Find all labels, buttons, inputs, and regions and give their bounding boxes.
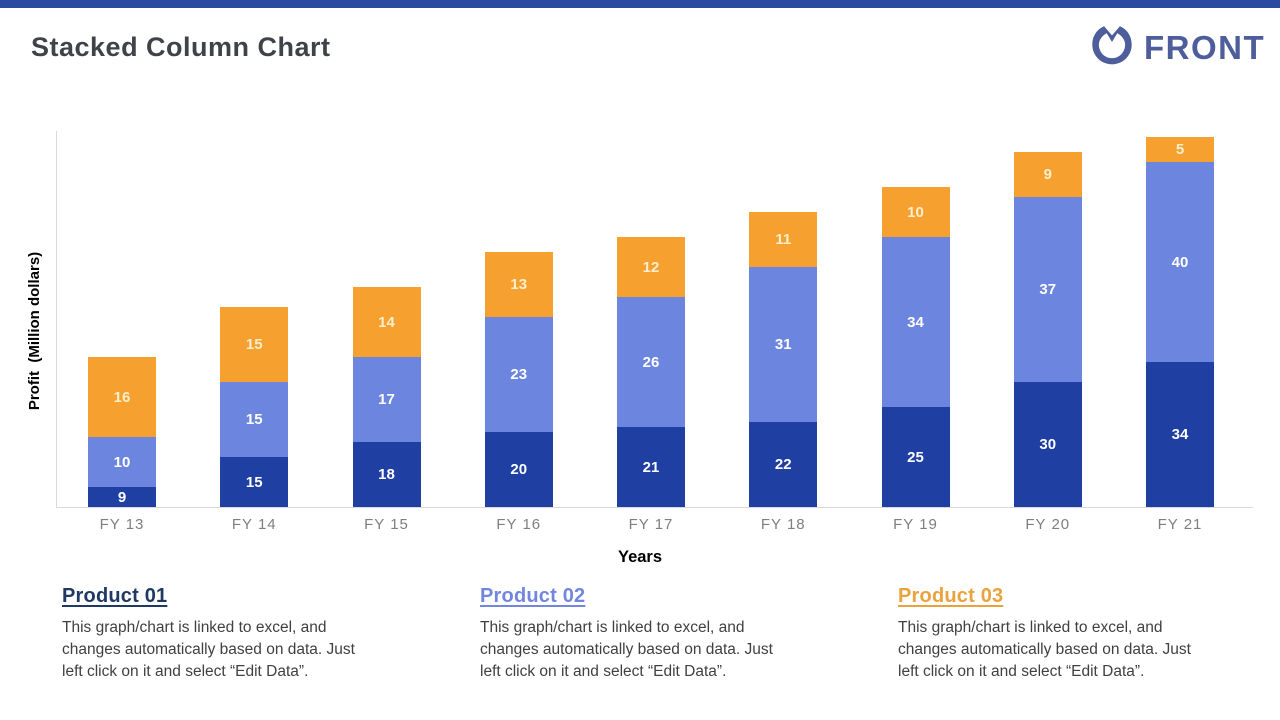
product-01-description-line: changes automatically based on data. Jus… <box>62 641 355 658</box>
bar-value-label: 15 <box>245 411 263 428</box>
product-03-description-line: changes automatically based on data. Jus… <box>898 641 1191 658</box>
bar-value-label: 31 <box>774 336 792 353</box>
product-02-description-line: left click on it and select “Edit Data”. <box>480 663 727 680</box>
bar-value-label: 22 <box>774 456 792 473</box>
bar-segment-product-01[interactable]: 21 <box>617 427 685 507</box>
bar-segment-product-01[interactable]: 30 <box>1013 382 1082 507</box>
bar-segment-product-02[interactable]: 17 <box>352 357 421 442</box>
brand-logo-text: FRONT <box>1144 28 1266 66</box>
x-tick-label: FY 14 <box>231 516 277 533</box>
bar-value-label: 9 <box>117 488 127 506</box>
bar-segment-product-01[interactable]: 15 <box>220 457 289 507</box>
bar-value-label: 18 <box>378 466 395 483</box>
bar-segment-product-02[interactable]: 10 <box>88 437 156 487</box>
product-03-block: Product 03 This graph/chart is linked to… <box>898 585 1250 683</box>
bar-segment-product-01[interactable]: 25 <box>881 407 950 507</box>
bar-value-label: 25 <box>907 448 924 466</box>
bar-segment-product-02[interactable]: 34 <box>881 237 950 407</box>
bar-value-label: 5 <box>1175 141 1185 158</box>
x-tick-label: FY 15 <box>364 516 409 533</box>
bar-segment-product-02[interactable]: 15 <box>220 382 289 457</box>
bar-value-label: 26 <box>642 353 660 371</box>
bar-value-label: 12 <box>642 258 660 276</box>
bar-value-label: 40 <box>1171 253 1189 271</box>
bar-value-label: 20 <box>510 461 528 478</box>
bar-value-label: 15 <box>245 336 263 353</box>
y-axis-line <box>56 131 57 508</box>
bar-segment-product-03[interactable]: 11 <box>749 212 818 267</box>
bar-segment-product-03[interactable]: 10 <box>881 187 950 237</box>
bar-segment-product-01[interactable]: 9 <box>88 487 156 507</box>
bar-value-label: 34 <box>907 313 924 331</box>
bar-value-label: 10 <box>907 203 924 221</box>
product-01-link[interactable]: Product 01 <box>62 585 168 607</box>
bar-value-label: 13 <box>510 276 528 293</box>
y-axis-title: Profit (Million dollars) <box>26 251 43 411</box>
bar-segment-product-02[interactable]: 23 <box>484 317 553 432</box>
x-tick-label: FY 13 <box>99 516 145 533</box>
bar-segment-product-01[interactable]: 22 <box>749 422 818 507</box>
product-03-description-line: left click on it and select “Edit Data”. <box>898 663 1145 680</box>
product-02-description-line: changes automatically based on data. Jus… <box>480 641 773 658</box>
bar-segment-product-01[interactable]: 18 <box>352 442 421 507</box>
x-tick-label: FY 18 <box>760 516 806 533</box>
bar-value-label: 23 <box>510 366 528 383</box>
page-title: Stacked Column Chart <box>31 32 331 62</box>
brand-logo: FRONT <box>1090 24 1265 71</box>
product-01-description-line: This graph/chart is linked to excel, and <box>62 619 327 636</box>
x-tick-label: FY 21 <box>1157 516 1203 533</box>
x-axis-line <box>56 507 1253 508</box>
bar-value-label: 10 <box>113 453 131 471</box>
product-02-block: Product 02 This graph/chart is linked to… <box>480 585 832 683</box>
product-03-link[interactable]: Product 03 <box>898 585 1004 607</box>
product-03-description-line: This graph/chart is linked to excel, and <box>898 619 1163 636</box>
bar-segment-product-03[interactable]: 15 <box>220 307 289 382</box>
product-01-description-line: left click on it and select “Edit Data”. <box>62 663 309 680</box>
product-02-link[interactable]: Product 02 <box>480 585 586 607</box>
bar-value-label: 9 <box>1043 166 1052 183</box>
product-02-description-line: This graph/chart is linked to excel, and <box>480 619 745 636</box>
bar-segment-product-02[interactable]: 40 <box>1146 162 1214 362</box>
bar-segment-product-02[interactable]: 26 <box>617 297 685 427</box>
bar-value-label: 14 <box>378 313 395 331</box>
front-notched-circle-icon <box>1090 24 1134 71</box>
x-tick-label: FY 19 <box>893 516 938 533</box>
bar-segment-product-03[interactable]: 13 <box>484 252 553 317</box>
bar-value-label: 37 <box>1039 281 1057 298</box>
bar-segment-product-02[interactable]: 37 <box>1013 197 1082 382</box>
bar-segment-product-01[interactable]: 20 <box>484 432 553 507</box>
x-tick-label: FY 17 <box>628 516 674 533</box>
bar-value-label: 17 <box>378 391 395 408</box>
bar-segment-product-02[interactable]: 31 <box>749 267 818 422</box>
x-tick-label: FY 16 <box>496 516 542 533</box>
bar-segment-product-03[interactable]: 12 <box>617 237 685 297</box>
bar-value-label: 21 <box>642 458 660 476</box>
bar-value-label: 15 <box>245 473 263 491</box>
bar-value-label: 16 <box>113 388 131 406</box>
product-01-block: Product 01 This graph/chart is linked to… <box>62 585 414 683</box>
bar-segment-product-03[interactable]: 9 <box>1013 152 1082 197</box>
bar-segment-product-03[interactable]: 14 <box>352 287 421 357</box>
bar-value-label: 34 <box>1171 426 1189 443</box>
x-tick-label: FY 20 <box>1025 516 1071 533</box>
x-axis-title: Years <box>617 548 663 566</box>
bar-value-label: 30 <box>1039 436 1057 453</box>
bar-segment-product-01[interactable]: 34 <box>1146 362 1214 507</box>
bar-segment-product-03[interactable]: 5 <box>1146 137 1214 162</box>
bar-value-label: 11 <box>775 231 792 248</box>
accent-strip <box>0 0 1280 8</box>
bar-segment-product-03[interactable]: 16 <box>88 357 156 437</box>
